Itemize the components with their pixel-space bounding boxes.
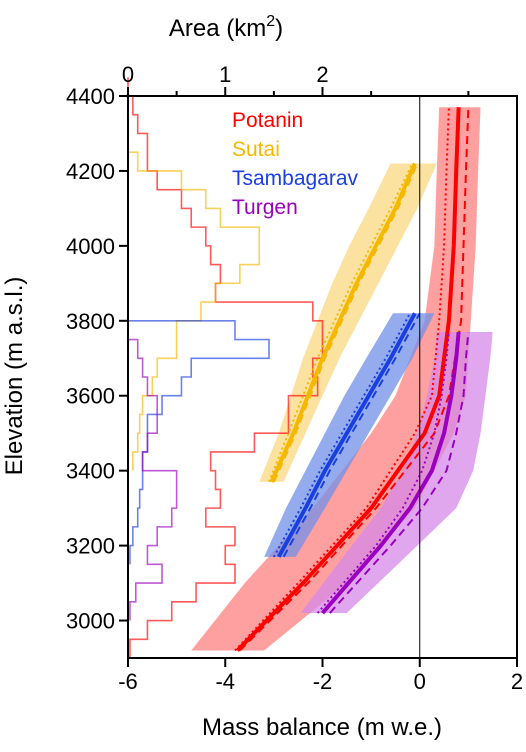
x-tick-label-bottom: 0 <box>414 669 426 694</box>
turgen-dotted-line <box>316 331 450 614</box>
turgen-dashed-line <box>329 331 470 614</box>
sutai-dotted-line <box>268 163 414 483</box>
sutai-area-histogram <box>127 133 261 471</box>
legend: Potanin Sutai Tsambagarav Turgen <box>232 109 359 219</box>
x-axis-title-bottom: Mass balance (m w.e.) <box>202 714 442 741</box>
x-axis-title-top: Area (km2) <box>169 13 283 42</box>
legend-sutai: Sutai <box>232 138 280 161</box>
y-tick-label: 4400 <box>66 84 115 109</box>
y-tick-label: 3600 <box>66 384 115 409</box>
x-tick-label-bottom: -4 <box>215 669 235 694</box>
y-tick-label: 4000 <box>66 234 115 259</box>
potanin-dashed-line <box>239 107 470 652</box>
sutai-mass-balance-line <box>269 162 417 483</box>
x-tick-label-top: 0 <box>122 62 134 87</box>
x-tick-label-top: 1 <box>219 62 231 87</box>
potanin-area-histogram <box>127 77 324 658</box>
y-tick-label: 4200 <box>66 159 115 184</box>
turgen-mass-balance-line <box>320 331 461 615</box>
legend-turgen: Turgen <box>232 196 298 219</box>
tsambagarav-dashed-line <box>282 312 421 558</box>
legend-potanin: Potanin <box>232 109 303 132</box>
x-tick-label-bottom: -6 <box>118 669 138 694</box>
turgen-area-histogram <box>127 320 178 621</box>
y-tick-label: 3200 <box>66 534 115 559</box>
tsambagarav-dotted-line <box>272 312 411 558</box>
turgen-uncertainty-band <box>300 332 493 614</box>
x-tick-label-top: 2 <box>316 62 328 87</box>
y-axis-title: Elevation (m a.s.l.) <box>1 277 28 476</box>
tsambagarav-mass-balance-line <box>276 312 417 558</box>
y-tick-label: 3000 <box>66 609 115 634</box>
y-tick-label: 3400 <box>66 459 115 484</box>
y-tick-label: 3800 <box>66 309 115 334</box>
sutai-dashed-line <box>272 163 419 483</box>
x-tick-label-bottom: -2 <box>313 669 333 694</box>
legend-tsambagarav: Tsambagarav <box>232 167 359 190</box>
tsambagarav-uncertainty-band <box>264 313 435 557</box>
area-histograms <box>127 77 324 658</box>
mass-balance-lines <box>234 107 470 652</box>
tsambagarav-area-histogram <box>127 283 270 565</box>
potanin-mass-balance-line <box>235 107 461 652</box>
axis-ticks: -6 -4 -2 0 2 0 1 2 3000 3200 3400 3600 3800 4000 4200 4… <box>66 62 523 694</box>
potanin-dotted-line <box>234 107 450 652</box>
x-tick-label-bottom: 2 <box>511 669 523 694</box>
